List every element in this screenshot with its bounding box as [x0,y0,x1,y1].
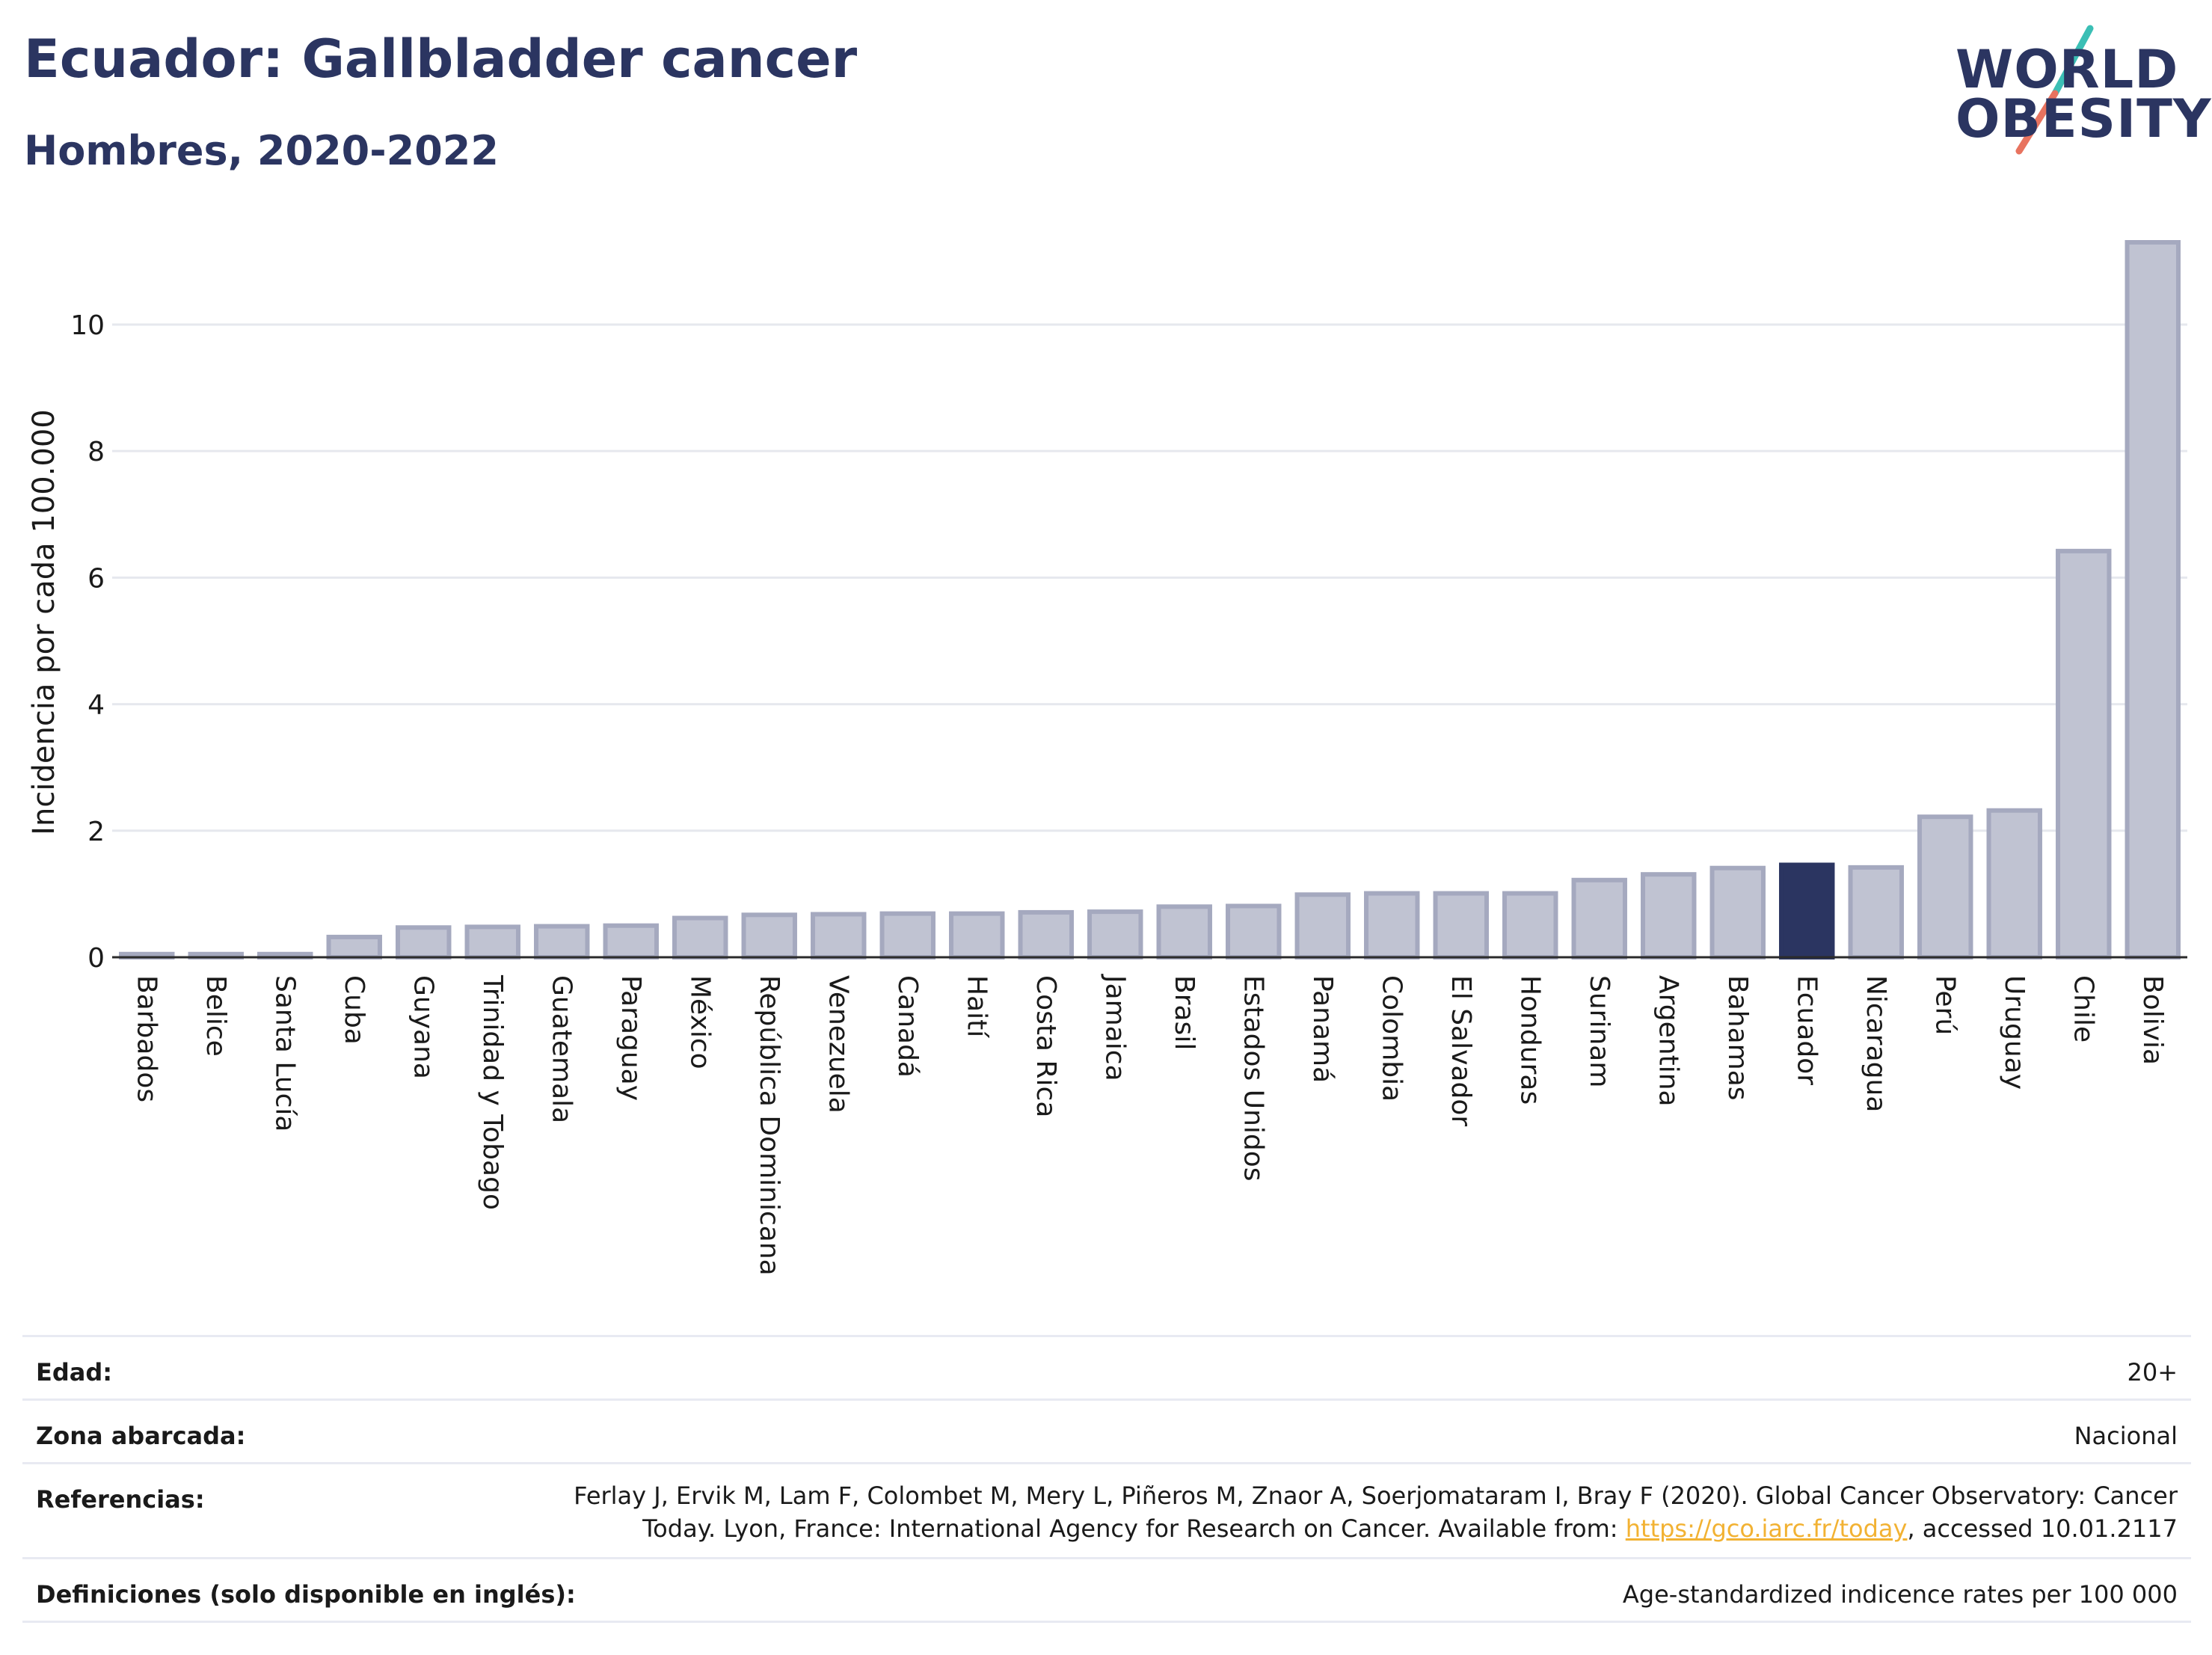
x-tick-label: Guatemala [546,975,577,1123]
bar-colombia [1364,891,1420,960]
bar-bolivia [2125,240,2181,959]
meta-row-definiciones: Definiciones (solo disponible en inglés)… [22,1557,2191,1623]
x-tick-label: Trinidad y Tobago [477,974,508,1210]
meta-label: Zona abarcada: [36,1422,246,1450]
x-tick-label: Ecuador [1791,975,1822,1085]
bar-canadá [879,911,936,959]
x-tick-label: Panamá [1307,975,1338,1083]
bar-jamaica [1087,909,1143,959]
bar-guatemala [534,924,590,960]
bar-chile [2056,548,2112,959]
y-tick-label: 4 [87,690,105,721]
bar-guyana [396,925,452,960]
y-tick-label: 2 [87,817,105,847]
x-tick-label: Colombia [1376,975,1407,1102]
meta-value: Age-standardized indicence rates per 100… [1622,1580,2178,1609]
y-tick-label: 10 [70,310,105,341]
y-tick-label: 0 [87,943,105,974]
x-tick-label: República Dominicana [754,975,784,1276]
meta-label: Definiciones (solo disponible en inglés)… [36,1580,576,1609]
logo-text-obesity: OBESITY [1956,88,2212,150]
reference-text-line2: Today. Lyon, France: International Agenc… [642,1514,1626,1543]
bar-costa-rica [1018,909,1074,959]
y-axis-ticks: 0 2 4 6 8 10 [70,310,105,974]
bar-nicaragua [1848,865,1904,959]
x-tick-label: México [684,975,715,1069]
bar-paraguay [603,923,659,959]
x-tick-label: Jamaica [1099,974,1130,1081]
reference-text-accessed: , accessed 10.01.2117 [1907,1514,2178,1543]
bar-argentina [1641,872,1697,959]
bar-méxico [672,915,728,959]
x-tick-label: Estados Unidos [1238,975,1268,1182]
x-tick-label: Argentina [1653,975,1683,1107]
y-axis-label: Incidencia por cada 100.000 [27,409,61,835]
x-tick-label: El Salvador [1446,975,1476,1126]
x-tick-label: Uruguay [1999,975,2030,1090]
meta-label: Referencias: [36,1485,205,1514]
bar-cuba [326,934,382,960]
meta-label: Edad: [36,1358,113,1387]
world-obesity-logo: WORLD OBESITY [1944,22,2211,157]
bar-venezuela [811,912,867,960]
x-axis-ticks: Barbados Belice Santa Lucía Cuba Guyana Trini… [131,974,2168,1276]
bar-perú [1917,814,1973,960]
bar-panamá [1294,892,1351,960]
reference-text-line1: Ferlay J, Ervik M, Lam F, Colombet M, Me… [574,1481,2178,1510]
x-tick-label: Guyana [408,975,438,1079]
x-tick-label: Paraguay [615,975,646,1101]
x-tick-label: Brasil [1169,975,1199,1050]
y-tick-label: 6 [87,563,105,594]
bar-estados-unidos [1226,903,1282,959]
bar-brasil [1156,904,1212,960]
bar-chart: 0 2 4 6 8 10 Barbados Belice Santa Lucía Cuba Guy… [27,240,2187,1276]
x-tick-label: Cuba [339,975,369,1045]
x-tick-label: Nicaragua [1861,975,1891,1112]
chart-subtitle: Hombres, 2020-2022 [24,127,499,174]
x-tick-label: Bolivia [2137,975,2168,1065]
logo-slash-icon [2015,25,2094,155]
x-tick-label: Honduras [1514,975,1545,1105]
bar-bahamas [1709,865,1766,960]
x-tick-label: Costa Rica [1030,975,1061,1117]
metadata-table: Edad: 20+ Zona abarcada: Nacional Refere… [22,1335,2191,1623]
x-tick-label: Surinam [1584,975,1615,1087]
bars [119,240,2181,960]
bar-surinam [1571,877,1627,960]
bar-ecuador [1779,862,1835,960]
x-tick-label: Bahamas [1722,975,1753,1101]
bar-el-salvador [1433,891,1489,960]
x-tick-label: Haití [961,975,992,1038]
y-tick-label: 8 [87,437,105,467]
logo-text-world: WORLD [1956,39,2179,100]
reference-link[interactable]: https://gco.iarc.fr/today [1625,1514,1908,1543]
x-tick-label: Venezuela [823,975,853,1114]
meta-value: Nacional [2074,1422,2178,1450]
gridlines [112,323,2187,832]
x-tick-label: Barbados [131,975,162,1102]
x-tick-label: Canadá [892,975,923,1078]
bar-uruguay [1986,808,2042,959]
meta-row-edad: Edad: 20+ [22,1335,2191,1398]
bar-trinidad-y-tobago [464,924,520,959]
x-tick-label: Perú [1929,975,1960,1035]
chart-title: Ecuador: Gallbladder cancer [24,28,858,90]
meta-value: Ferlay J, Ervik M, Lam F, Colombet M, Me… [532,1479,2178,1545]
meta-value: 20+ [2127,1358,2178,1387]
x-tick-label: Santa Lucía [269,975,300,1132]
meta-row-zona: Zona abarcada: Nacional [22,1398,2191,1462]
x-tick-label: Belice [200,975,231,1057]
bar-república-dominicana [741,912,797,959]
bar-honduras [1502,891,1558,960]
bar-haití [949,911,1005,959]
x-tick-label: Chile [2068,975,2098,1043]
meta-row-referencias: Referencias: Ferlay J, Ervik M, Lam F, C… [22,1462,2191,1557]
